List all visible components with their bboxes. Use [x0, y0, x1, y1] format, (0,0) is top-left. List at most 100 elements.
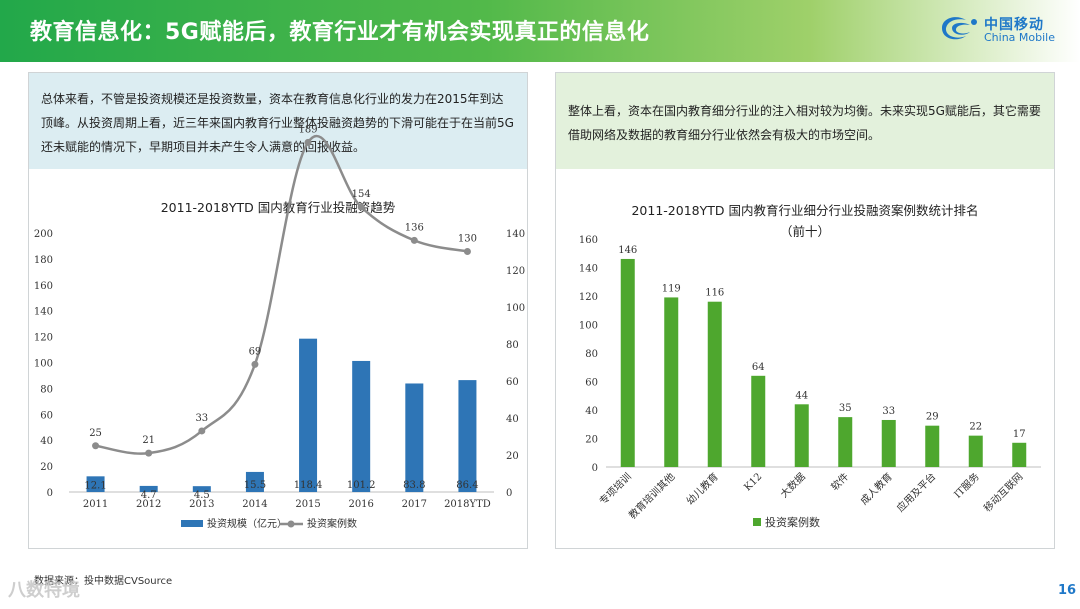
chart1-line-label: 154: [352, 189, 371, 200]
chart2-legend-swatch: [753, 518, 761, 526]
chart1-bar: [405, 383, 424, 492]
chart2-bar: [707, 301, 722, 467]
chart2-y-tick: 140: [579, 264, 598, 275]
chart1-left-tick: 20: [40, 462, 53, 473]
chart1-bar: [458, 380, 477, 492]
chart1-bar-label: 4.7: [141, 490, 157, 501]
chart1-left-tick: 120: [34, 333, 53, 344]
chart1-bar-label: 86.4: [456, 480, 478, 491]
watermark: 八数特境: [8, 580, 80, 601]
chart1-right-tick: 60: [506, 377, 519, 388]
right-summary-text: 整体上看，资本在国内教育细分行业的注入相对较为均衡。未来实现5G赋能后，其它需要…: [556, 73, 1054, 169]
chart2-y-tick: 60: [585, 378, 598, 389]
chart1-left-tick: 40: [40, 436, 53, 447]
chart1-line-label: 130: [458, 234, 477, 245]
left-chart-panel: 总体来看，不管是投资规模还是投资数量，资本在教育信息化行业的发力在2015年到达…: [28, 72, 528, 549]
chart1-bar-label: 4.5: [194, 490, 210, 501]
chart1-right-tick: 100: [506, 303, 525, 314]
chart2-y-tick: 120: [579, 292, 598, 303]
chart2-bar: [838, 417, 853, 467]
chart1-bar-label: 12.1: [84, 480, 106, 491]
chart1-right-tick: 140: [506, 229, 525, 240]
chart1-legend-label-bar: 投资规模（亿元）: [207, 517, 287, 530]
chart2-y-tick: 20: [585, 435, 598, 446]
chart1-line-point: [304, 138, 312, 146]
chart2-y-tick: 40: [585, 406, 598, 417]
chart2-bar: [925, 425, 940, 467]
chart1-x-tick: 2016: [348, 499, 373, 510]
chart1-left-tick: 60: [40, 410, 53, 421]
chart2-bar: [620, 258, 635, 467]
chart2-bar: [664, 297, 679, 467]
chart1-x-tick: 2011: [83, 499, 108, 510]
chart2-bar-label: 64: [752, 362, 765, 373]
chart1-line-label: 25: [89, 428, 102, 439]
source-note: 数据来源：投中数据CVSource: [34, 576, 173, 587]
chart2-bar-label: 35: [839, 403, 852, 414]
chart2-x-tick: 大数据: [777, 470, 807, 500]
chart1-line-point: [92, 442, 100, 450]
chart2-bar-label: 119: [662, 283, 681, 294]
chart1-svg: 0 20 40 60 80 100 120 140 160 180 200 0 20 40 60 80 100 1…: [34, 124, 525, 530]
chart2-bar: [794, 404, 809, 467]
chart1-bar-label: 101.2: [347, 480, 376, 491]
chart1-x-tick: 2015: [295, 499, 320, 510]
chart1-left-tick: 80: [40, 384, 53, 395]
chart2-bar-label: 146: [618, 245, 637, 256]
chart1-bar: [192, 486, 211, 492]
chart2-bar: [881, 419, 896, 467]
chart2-x-tick: 移动互联网: [981, 470, 1026, 515]
chart1-left-tick: 0: [47, 488, 53, 499]
chart1-legend-label-line: 投资案例数: [307, 517, 357, 530]
chart2-x-tick: 软件: [828, 470, 851, 493]
china-mobile-logo: 中国移动 China Mobile: [936, 10, 1066, 50]
chart1-bar: [299, 338, 318, 492]
chart2-x-tick: K12: [742, 471, 764, 493]
logo-text-en: China Mobile: [984, 31, 1056, 44]
chart2-x-tick: 幼儿教育: [683, 470, 720, 507]
chart1-line-point: [145, 449, 153, 457]
chart2-bar-label: 17: [1013, 429, 1026, 440]
chart1-bar-label: 83.8: [403, 480, 425, 491]
chart1-bar-label: 118.4: [294, 480, 323, 491]
chart1-bar: [86, 476, 105, 492]
chart1-x-tick: 2013: [189, 499, 214, 510]
logo-text-cn: 中国移动: [984, 17, 1044, 33]
chart1-bar: [245, 471, 264, 492]
chart1-legend-swatch-bar: [181, 520, 203, 527]
chart1-legend-marker: [287, 520, 295, 528]
chart2-y-tick: 0: [592, 463, 598, 474]
chart1-left-tick: 100: [34, 359, 53, 370]
chart1-x-tick: 2017: [402, 499, 427, 510]
header-bar: 教育信息化：5G赋能后，教育行业才有机会实现真正的信息化 中国移动 China …: [0, 0, 1080, 62]
chart1-bar: [139, 485, 158, 492]
chart2-bar-label: 33: [882, 406, 895, 417]
chart1-left-tick: 160: [34, 281, 53, 292]
chart2-bar-label: 29: [926, 412, 939, 423]
chart2-bar-label: 22: [969, 422, 982, 433]
chart1-line-label: 69: [249, 346, 262, 357]
chart1-left-tick: 180: [34, 255, 53, 266]
left-summary-text: 总体来看，不管是投资规模还是投资数量，资本在教育信息化行业的发力在2015年到达…: [29, 73, 527, 169]
chart2-bar: [968, 435, 983, 467]
chart2-bar: [1012, 442, 1027, 467]
chart2-y-tick: 100: [579, 321, 598, 332]
chart1-line-label: 189: [299, 124, 318, 135]
chart2-x-tick: IT服务: [951, 470, 982, 501]
chart1-bar: [352, 360, 371, 492]
chart1-right-tick: 20: [506, 451, 519, 462]
chart2-bar: [751, 375, 766, 467]
right-chart-panel: 整体上看，资本在国内教育细分行业的注入相对较为均衡。未来实现5G赋能后，其它需要…: [555, 72, 1055, 549]
chart2-x-tick: 教育培训其他: [626, 470, 678, 522]
chart2-legend-label: 投资案例数: [765, 515, 820, 529]
chart1-line-label: 33: [195, 413, 208, 424]
chart2-x-tick: 专项培训: [596, 470, 633, 507]
chart1-line-label: 21: [142, 435, 155, 446]
chart1-line-point: [198, 427, 206, 435]
chart2-y-tick: 160: [579, 235, 598, 246]
chart1-line-point: [463, 248, 471, 255]
chart2-y-tick: 80: [585, 349, 598, 360]
chart1-left-tick: 200: [34, 229, 53, 240]
chart1-line-point: [251, 360, 259, 368]
chart1-x-tick: 2018YTD: [444, 499, 491, 510]
